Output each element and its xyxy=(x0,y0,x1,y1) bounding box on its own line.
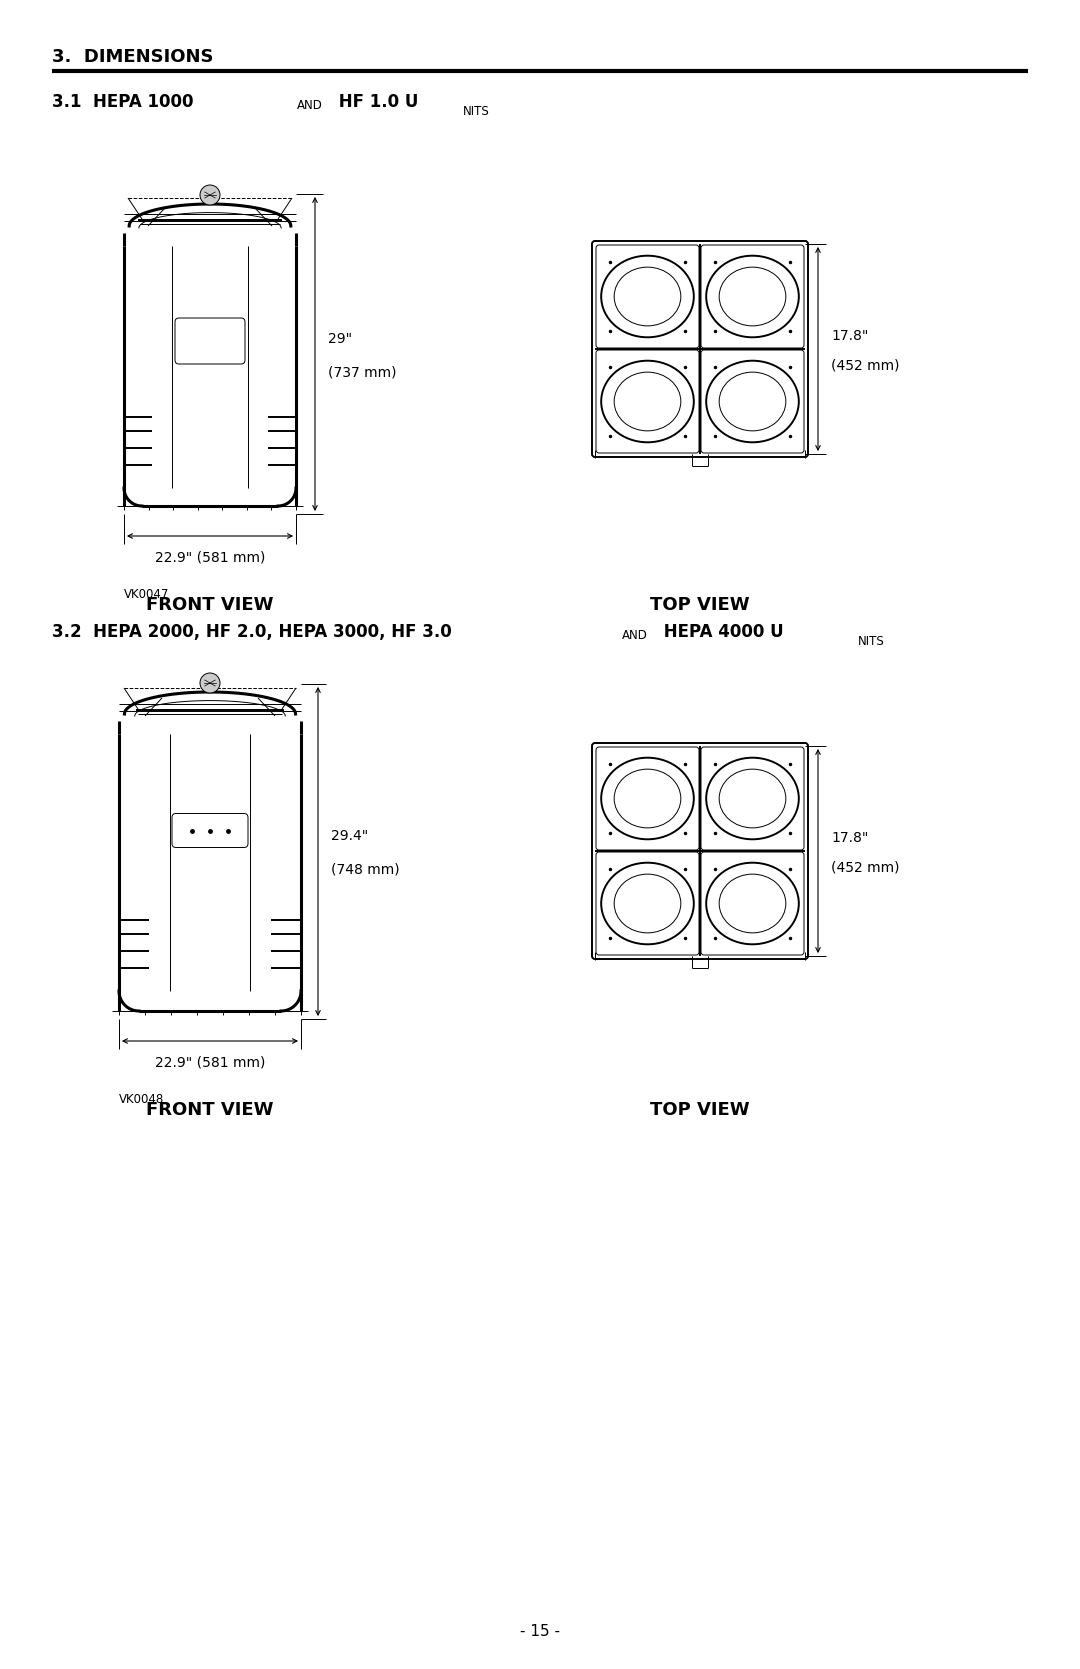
Ellipse shape xyxy=(719,372,786,431)
FancyBboxPatch shape xyxy=(592,240,808,457)
Ellipse shape xyxy=(719,267,786,325)
Text: 22.9" (581 mm): 22.9" (581 mm) xyxy=(154,551,266,564)
Ellipse shape xyxy=(706,361,799,442)
Text: AND: AND xyxy=(622,629,648,643)
Circle shape xyxy=(200,673,220,693)
FancyBboxPatch shape xyxy=(701,350,804,452)
FancyBboxPatch shape xyxy=(596,748,699,850)
Text: VK0048: VK0048 xyxy=(119,1093,164,1107)
FancyBboxPatch shape xyxy=(596,851,699,955)
Text: (452 mm): (452 mm) xyxy=(831,860,900,875)
Text: (737 mm): (737 mm) xyxy=(328,366,396,379)
Ellipse shape xyxy=(615,769,680,828)
Text: FRONT VIEW: FRONT VIEW xyxy=(146,596,273,614)
Ellipse shape xyxy=(602,361,693,442)
Text: HEPA 4000 U: HEPA 4000 U xyxy=(658,623,784,641)
FancyBboxPatch shape xyxy=(592,743,808,960)
Ellipse shape xyxy=(719,875,786,933)
Ellipse shape xyxy=(602,863,693,945)
Text: (748 mm): (748 mm) xyxy=(330,863,400,876)
FancyBboxPatch shape xyxy=(596,350,699,452)
Text: AND: AND xyxy=(297,98,323,112)
Text: 22.9" (581 mm): 22.9" (581 mm) xyxy=(154,1055,266,1070)
Ellipse shape xyxy=(706,758,799,840)
FancyBboxPatch shape xyxy=(175,319,245,364)
Ellipse shape xyxy=(602,758,693,840)
Text: 3.  DIMENSIONS: 3. DIMENSIONS xyxy=(52,48,214,67)
Text: 29.4": 29.4" xyxy=(330,829,368,843)
FancyBboxPatch shape xyxy=(701,245,804,349)
Ellipse shape xyxy=(719,769,786,828)
Ellipse shape xyxy=(602,255,693,337)
Circle shape xyxy=(200,185,220,205)
Text: TOP VIEW: TOP VIEW xyxy=(650,1102,750,1118)
Text: 29": 29" xyxy=(328,332,352,345)
Text: HF 1.0 U: HF 1.0 U xyxy=(333,93,418,112)
Text: FRONT VIEW: FRONT VIEW xyxy=(146,1102,273,1118)
Ellipse shape xyxy=(615,372,680,431)
Text: TOP VIEW: TOP VIEW xyxy=(650,596,750,614)
Ellipse shape xyxy=(706,863,799,945)
FancyBboxPatch shape xyxy=(172,813,248,848)
FancyBboxPatch shape xyxy=(596,245,699,349)
Text: NITS: NITS xyxy=(463,105,489,118)
Text: NITS: NITS xyxy=(858,634,885,648)
Ellipse shape xyxy=(706,255,799,337)
Text: 17.8": 17.8" xyxy=(831,831,868,845)
Ellipse shape xyxy=(615,875,680,933)
Text: 3.2  HEPA 2000, HF 2.0, HEPA 3000, HF 3.0: 3.2 HEPA 2000, HF 2.0, HEPA 3000, HF 3.0 xyxy=(52,623,458,641)
Ellipse shape xyxy=(615,267,680,325)
Text: 17.8": 17.8" xyxy=(831,329,868,344)
FancyBboxPatch shape xyxy=(701,748,804,850)
FancyBboxPatch shape xyxy=(701,851,804,955)
Text: 3.1  HEPA 1000: 3.1 HEPA 1000 xyxy=(52,93,199,112)
Text: VK0047: VK0047 xyxy=(124,587,170,601)
Text: (452 mm): (452 mm) xyxy=(831,357,900,372)
Text: - 15 -: - 15 - xyxy=(519,1624,561,1639)
